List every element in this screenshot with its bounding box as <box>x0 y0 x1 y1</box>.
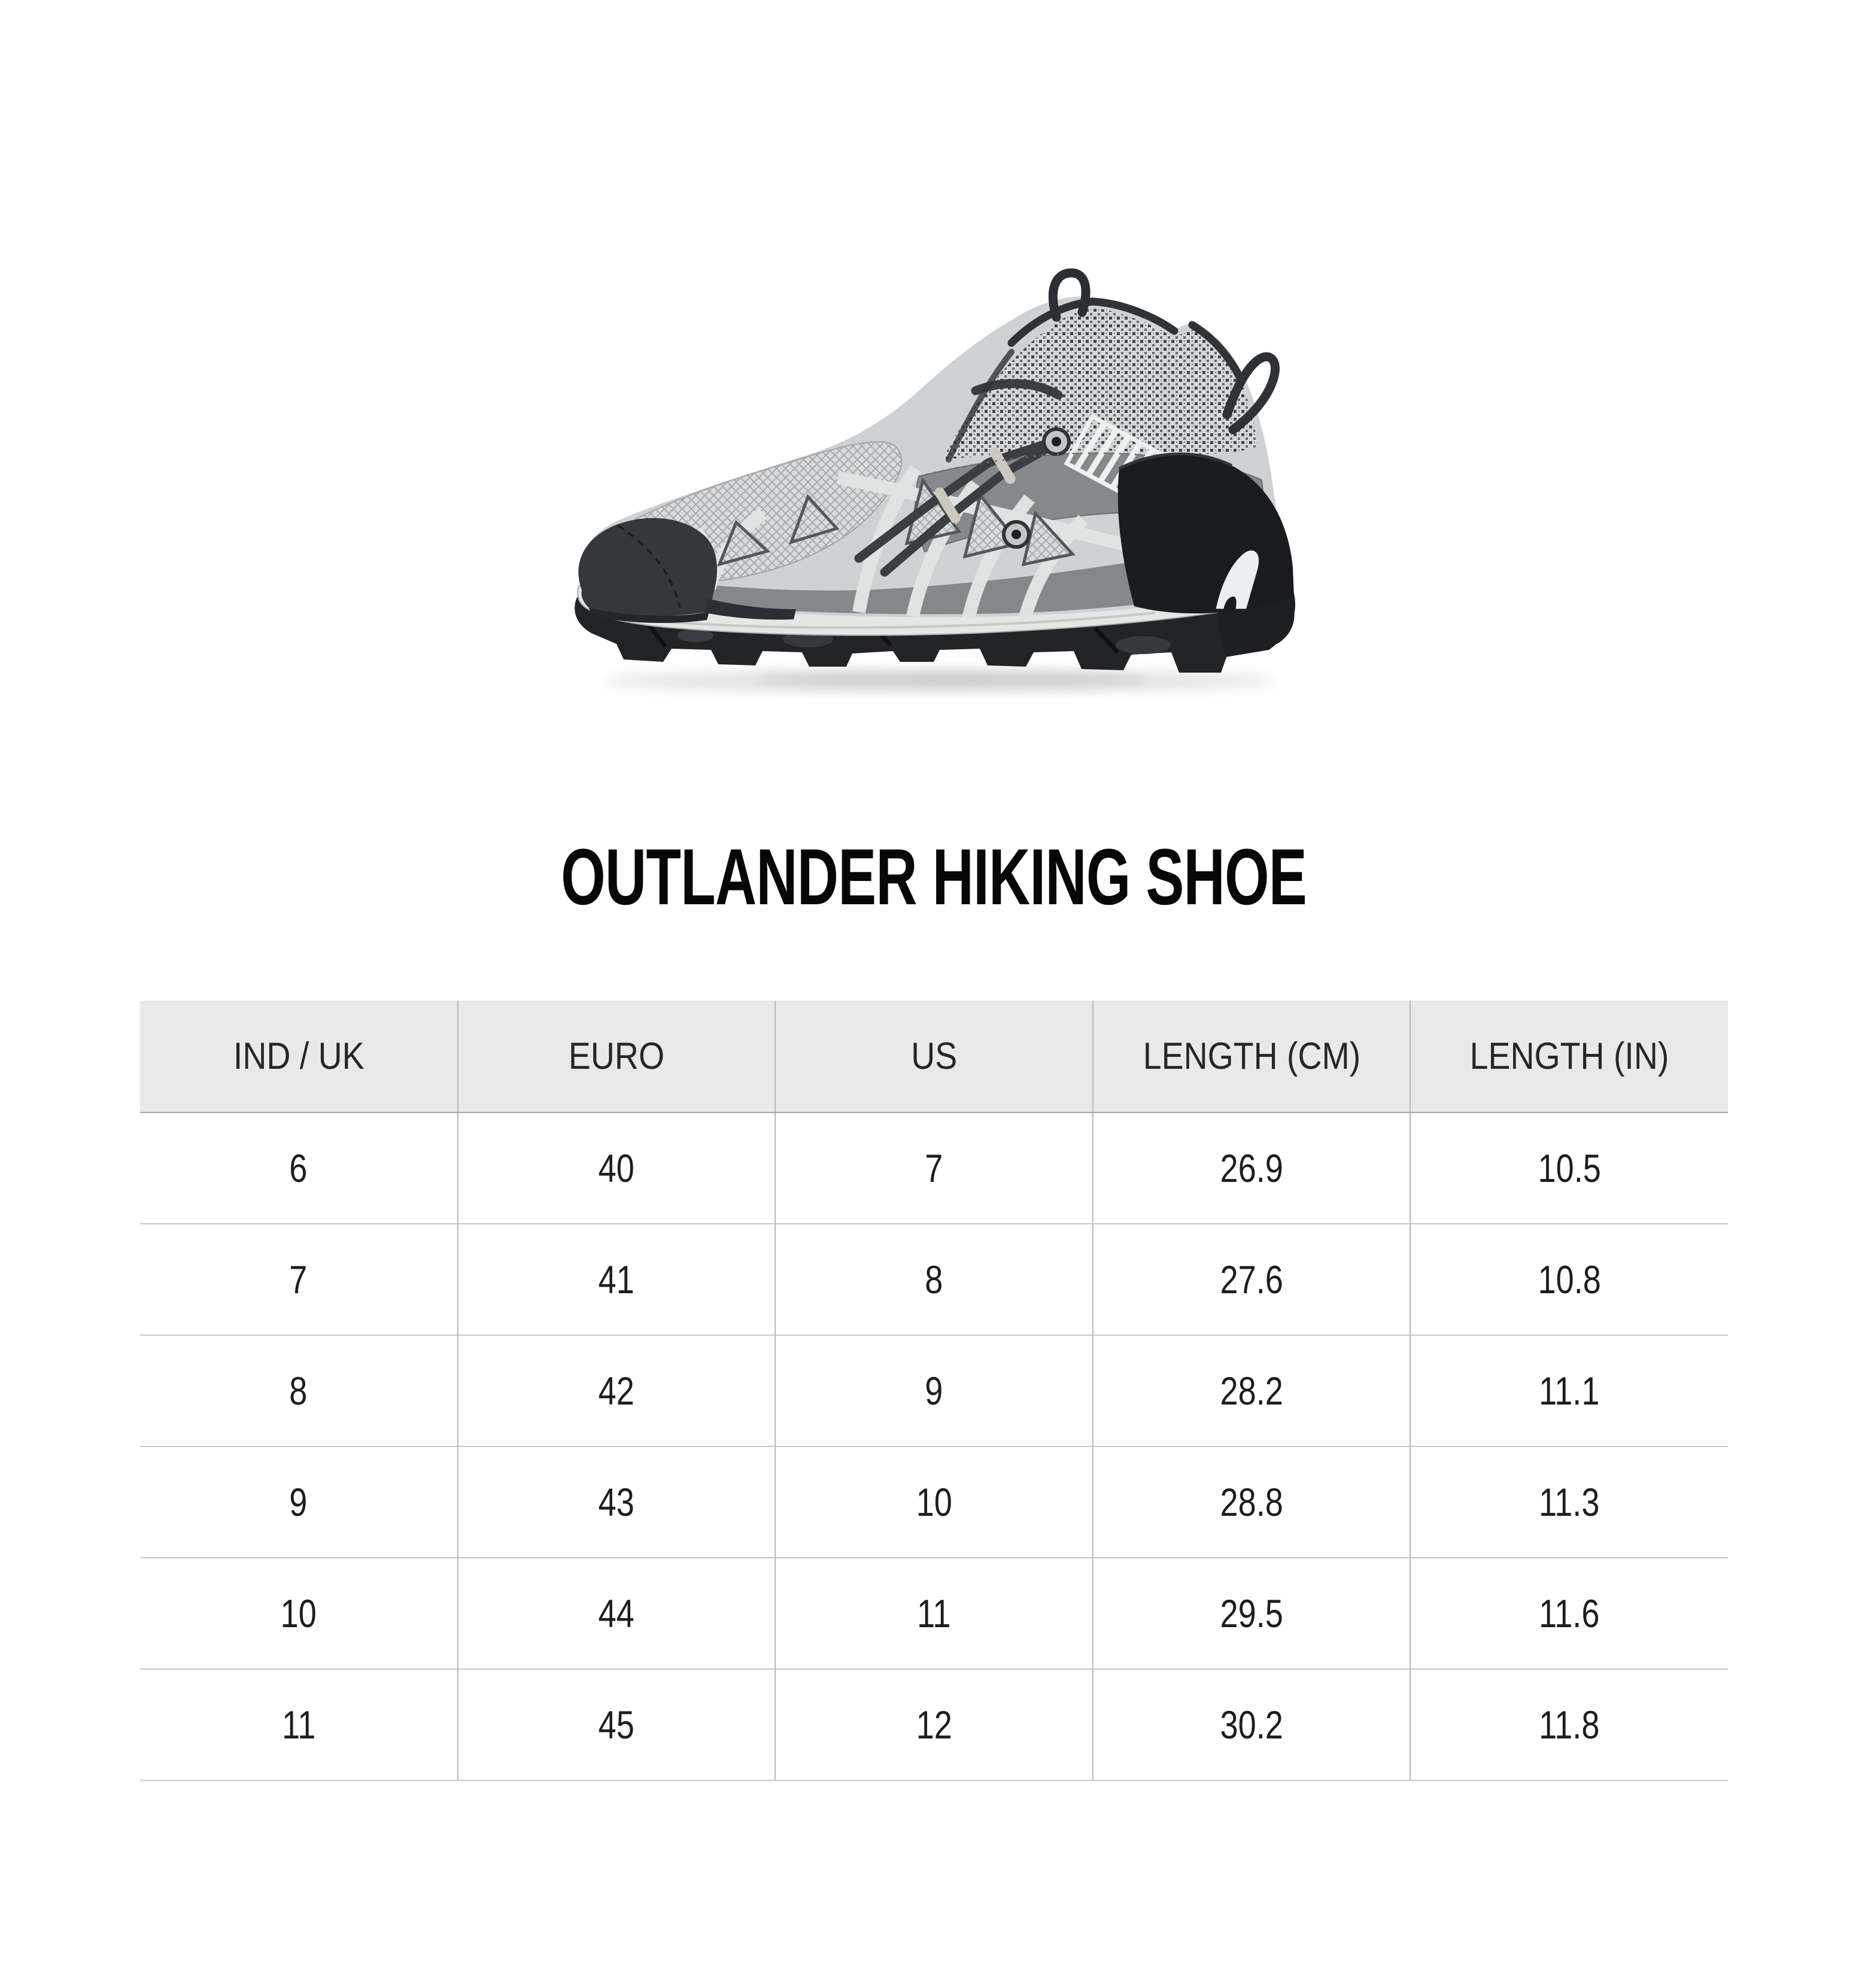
table-row: 11 45 12 30.2 11.8 <box>140 1668 1728 1781</box>
column-header-length-in: LENGTH (IN) <box>1410 1001 1728 1113</box>
header-row: IND / UK EURO US LENGTH (CM) LENGTH (IN) <box>140 1001 1728 1113</box>
table-row: 9 43 10 28.8 11.3 <box>140 1446 1728 1558</box>
size-value: 10.8 <box>1538 1257 1601 1302</box>
collar-mesh <box>943 308 1258 460</box>
column-header-length-cm: LENGTH (CM) <box>1092 1001 1411 1113</box>
size-cell: 42 <box>457 1335 776 1446</box>
size-cell: 10.8 <box>1410 1223 1728 1335</box>
size-value: 41 <box>598 1257 634 1302</box>
size-cell: 28.2 <box>1092 1335 1411 1446</box>
size-cell: 9 <box>140 1446 458 1558</box>
size-value: 12 <box>916 1703 952 1747</box>
size-value: 43 <box>598 1480 634 1524</box>
size-value: 9 <box>289 1480 308 1524</box>
table-row: 10 44 11 29.5 11.6 <box>140 1557 1728 1669</box>
size-chart-table: IND / UK EURO US LENGTH (CM) LENGTH (IN)… <box>140 1001 1728 1781</box>
size-chart-header: IND / UK EURO US LENGTH (CM) LENGTH (IN) <box>140 1001 1728 1113</box>
product-title-text: OUTLANDER HIKING SHOE <box>561 833 1307 922</box>
size-value: 30.2 <box>1220 1703 1283 1747</box>
size-cell: 10 <box>140 1557 458 1669</box>
size-cell: 44 <box>457 1557 776 1669</box>
size-value: 11 <box>917 1591 951 1636</box>
size-value: 8 <box>925 1257 943 1302</box>
size-chart-body: 6 40 7 26.9 10.5 7 41 8 27.6 10.8 8 42 9… <box>140 1112 1728 1781</box>
lace-keepers <box>934 447 1016 524</box>
table-row: 6 40 7 26.9 10.5 <box>140 1112 1728 1224</box>
size-cell: 41 <box>457 1223 776 1335</box>
panel-stitching <box>918 452 1141 478</box>
mesh-windows <box>716 477 1076 567</box>
size-value: 45 <box>598 1703 634 1747</box>
size-cell: 12 <box>774 1668 1093 1781</box>
size-value: 10.5 <box>1538 1146 1601 1190</box>
tongue-pull-loop <box>1048 268 1091 322</box>
laces <box>854 379 1063 577</box>
size-cell: 8 <box>140 1335 458 1446</box>
column-header-label: LENGTH (IN) <box>1469 1035 1669 1077</box>
size-cell: 11 <box>774 1557 1093 1669</box>
brand-logo-icon <box>1216 550 1259 609</box>
size-value: 11.3 <box>1539 1480 1600 1524</box>
heel-pull-loop <box>1222 352 1280 434</box>
shoe-shadow <box>605 669 1275 693</box>
column-header-label: LENGTH (CM) <box>1143 1035 1360 1077</box>
size-value: 8 <box>289 1369 308 1413</box>
size-cell: 10.5 <box>1410 1112 1728 1224</box>
size-value: 10 <box>916 1480 952 1524</box>
size-value: 9 <box>925 1369 943 1413</box>
collar-binding <box>946 297 1243 463</box>
size-value: 11.6 <box>1539 1591 1600 1636</box>
size-value: 11 <box>281 1703 315 1747</box>
size-cell: 11.3 <box>1410 1446 1728 1558</box>
column-header-us: US <box>774 1001 1093 1113</box>
metal-eyelets <box>1002 427 1071 549</box>
size-value: 42 <box>598 1369 634 1413</box>
size-value: 26.9 <box>1220 1146 1283 1190</box>
size-cell: 9 <box>774 1335 1093 1446</box>
table-row: 7 41 8 27.6 10.8 <box>140 1223 1728 1335</box>
size-value: 7 <box>289 1257 308 1302</box>
size-value: 11.1 <box>1539 1369 1600 1413</box>
column-header-label: EURO <box>568 1035 664 1077</box>
size-cell: 6 <box>140 1112 458 1224</box>
column-header-label: US <box>910 1035 957 1077</box>
size-value: 28.2 <box>1220 1369 1283 1413</box>
size-cell: 8 <box>774 1223 1093 1335</box>
product-title: OUTLANDER HIKING SHOE <box>0 835 1868 919</box>
table-row: 8 42 9 28.2 11.1 <box>140 1335 1728 1446</box>
toe-cap <box>578 518 796 624</box>
size-value: 6 <box>289 1146 308 1190</box>
size-value: 7 <box>925 1146 943 1190</box>
size-cell: 11.8 <box>1410 1668 1728 1781</box>
hiking-shoe-image <box>575 268 1296 693</box>
size-value: 28.8 <box>1220 1480 1283 1524</box>
size-cell: 10 <box>774 1446 1093 1558</box>
size-cell: 11.1 <box>1410 1335 1728 1446</box>
size-cell: 40 <box>457 1112 776 1224</box>
size-cell: 30.2 <box>1092 1668 1411 1781</box>
size-cell: 45 <box>457 1668 776 1781</box>
size-cell: 28.8 <box>1092 1446 1411 1558</box>
size-value: 44 <box>598 1591 634 1636</box>
size-value: 11.8 <box>1539 1703 1600 1747</box>
size-value: 27.6 <box>1220 1257 1283 1302</box>
size-cell: 11 <box>140 1668 458 1781</box>
size-cell: 27.6 <box>1092 1223 1411 1335</box>
size-cell: 7 <box>774 1112 1093 1224</box>
side-panel <box>588 545 1275 615</box>
size-cell: 7 <box>140 1223 458 1335</box>
size-cell: 26.9 <box>1092 1112 1411 1224</box>
size-cell: 11.6 <box>1410 1557 1728 1669</box>
column-header-euro: EURO <box>457 1001 776 1113</box>
size-cell: 29.5 <box>1092 1557 1411 1669</box>
column-header-ind-uk: IND / UK <box>140 1001 458 1113</box>
size-value: 10 <box>280 1591 317 1636</box>
size-value: 40 <box>598 1146 634 1190</box>
product-photo <box>557 262 1323 699</box>
column-header-label: IND / UK <box>233 1035 365 1077</box>
size-cell: 43 <box>457 1446 776 1558</box>
size-value: 29.5 <box>1220 1591 1283 1636</box>
